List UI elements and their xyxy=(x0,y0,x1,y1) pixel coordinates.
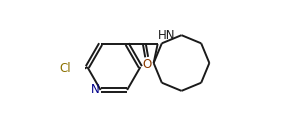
Text: O: O xyxy=(142,58,151,71)
Text: N: N xyxy=(91,83,100,96)
Text: HN: HN xyxy=(158,29,176,42)
Text: Cl: Cl xyxy=(59,62,71,75)
